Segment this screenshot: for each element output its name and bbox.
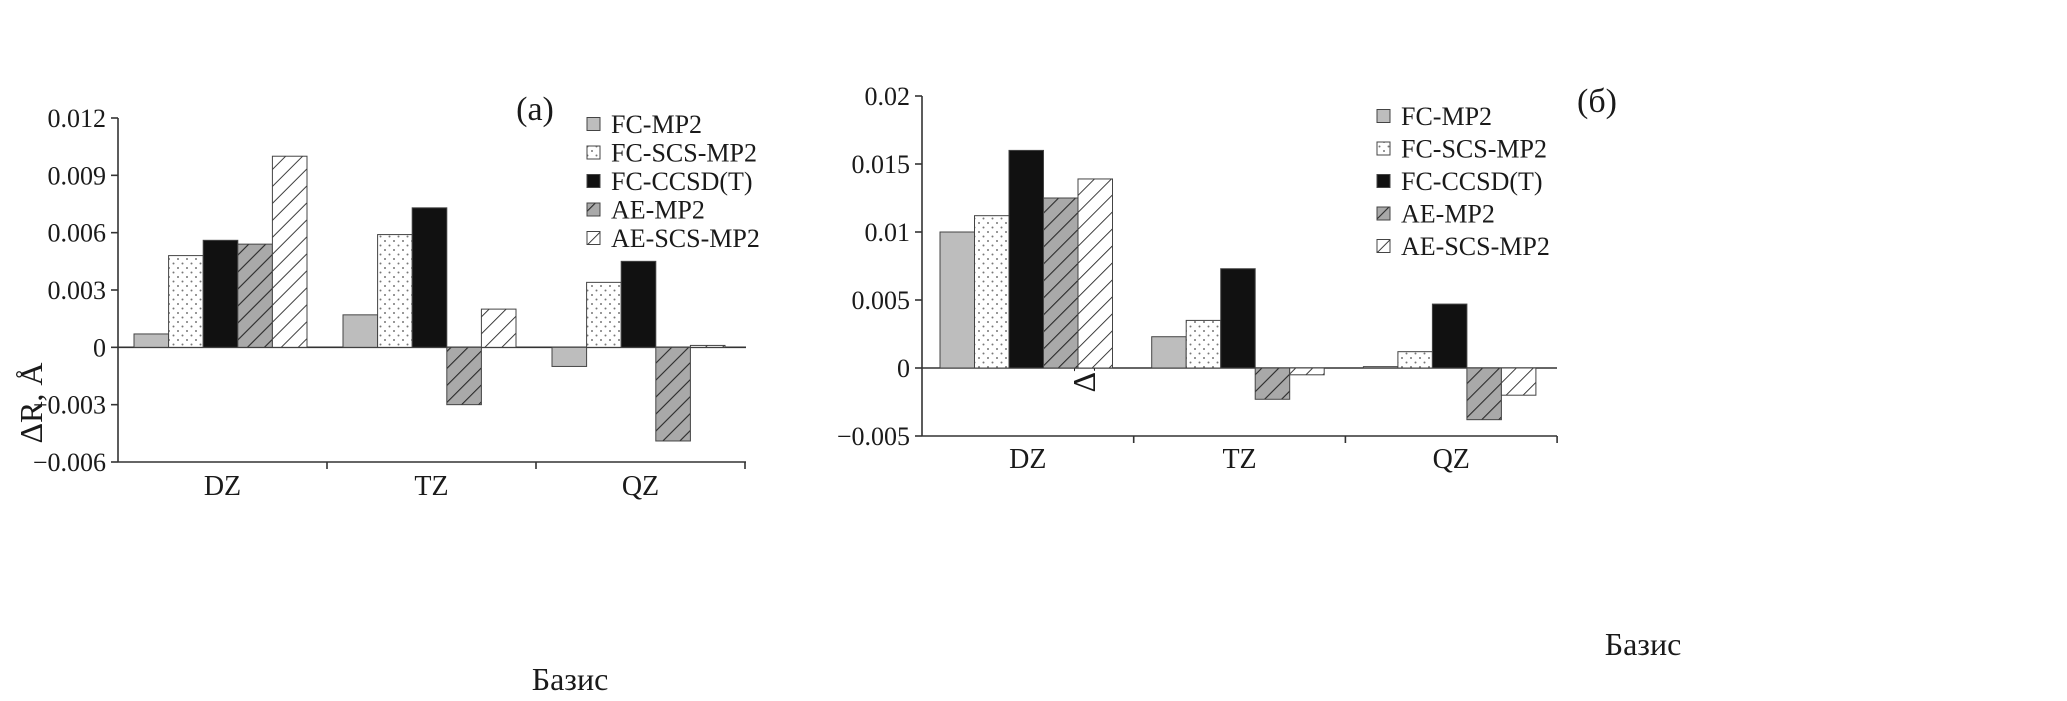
y-tick-label: 0	[93, 333, 106, 362]
bar-fc-mp2-qz	[1362, 366, 1399, 369]
x-tick-label: TZ	[1222, 444, 1256, 475]
chart-title-a: (a)	[516, 91, 554, 128]
legend-label: AE-MP2	[611, 196, 705, 225]
bar-ae-mp2-tz	[446, 346, 482, 406]
bar-fc-scs-mp2-qz	[1397, 351, 1433, 369]
bar-fc-mp2-tz	[342, 314, 379, 348]
legend-swatch	[586, 202, 601, 217]
legend-swatch	[586, 231, 601, 245]
chart-panel-b: (б) ΔR, Å Базис −0.00500.0050.010.0150.0…	[837, 82, 1681, 662]
bar-ae-scs-mp2-dz	[1077, 178, 1113, 369]
legend-swatch	[586, 174, 601, 188]
chart-title-b: (б)	[1577, 83, 1617, 120]
bar-fc-ccsd-t--qz	[1431, 303, 1468, 369]
bar-fc-mp2-tz	[1151, 336, 1187, 369]
y-tick-label: 0.012	[48, 104, 107, 133]
y-axis-label-a: ΔR, Å	[13, 362, 49, 443]
bar-fc-scs-mp2-dz	[168, 255, 204, 348]
legend-label: FC-SCS-MP2	[611, 139, 757, 168]
bar-fc-ccsd-t--tz	[1220, 268, 1256, 369]
y-tick-label: 0	[897, 354, 910, 383]
bar-ae-scs-mp2-tz	[1289, 367, 1325, 376]
bar-ae-scs-mp2-qz	[1500, 367, 1537, 396]
legend-swatch	[586, 117, 601, 131]
legend-swatch	[1376, 174, 1391, 188]
legend-label: AE-SCS-MP2	[1401, 232, 1550, 261]
bar-fc-mp2-qz	[551, 346, 588, 367]
y-tick-label: 0.02	[865, 82, 911, 111]
bar-ae-mp2-dz	[237, 243, 273, 348]
legend-label: FC-CCSD(T)	[611, 167, 753, 196]
legend-label: FC-SCS-MP2	[1401, 135, 1547, 164]
bar-fc-scs-mp2-qz	[586, 281, 622, 348]
legend-swatch	[1376, 109, 1391, 123]
bar-ae-scs-mp2-qz	[689, 344, 726, 348]
y-tick-label: 0.015	[852, 150, 911, 179]
plot-area-a: −0.006 −0.003 0 0.003 0.006 0.009 0.012 DZ TZ QZ	[33, 104, 746, 502]
y-tick-label: 0.006	[48, 219, 107, 248]
bar-fc-mp2-dz	[133, 333, 170, 348]
legend-swatch	[1376, 239, 1391, 253]
legend-swatch	[1376, 141, 1391, 156]
y-tick-label: −0.006	[33, 448, 106, 477]
x-tick-label: QZ	[622, 471, 659, 502]
plot-area-b: −0.005 0 0.005 0.01 0.015 0.02 DZ TZ QZ	[837, 82, 1558, 475]
legend-label: FC-MP2	[1401, 102, 1492, 131]
bar-fc-ccsd-t--qz	[620, 260, 657, 348]
y-tick-label: 0.01	[865, 218, 911, 247]
legend-swatch	[586, 145, 601, 160]
x-tick-label: QZ	[1433, 444, 1470, 475]
legend-label: AE-SCS-MP2	[611, 224, 760, 253]
legend-label: FC-MP2	[611, 110, 702, 139]
bar-ae-scs-mp2-tz	[480, 308, 517, 348]
legend-b: FC-MP2 FC-SCS-MP2 FC-CCSD(T) AE-MP2 AE-SCS-M…	[1376, 102, 1550, 261]
bar-fc-ccsd-t--dz	[1008, 149, 1044, 369]
x-tick-label: TZ	[414, 471, 448, 502]
x-tick-label: DZ	[204, 471, 241, 502]
bar-ae-mp2-dz	[1043, 197, 1079, 369]
bar-ae-mp2-tz	[1254, 367, 1291, 400]
bar-fc-ccsd-t--tz	[411, 207, 448, 348]
bar-fc-scs-mp2-tz	[377, 234, 413, 348]
chart-panel-a: (a) ΔR, Å Базис −0.006 −0.003 0 0.003 0.006 0…	[13, 91, 760, 697]
bar-fc-ccsd-t--dz	[202, 239, 239, 348]
x-tick-label: DZ	[1009, 444, 1046, 475]
legend-swatch	[1376, 206, 1391, 221]
legend-a: FC-MP2FC-SCS-MP2FC-CCSD(T)AE-MP2AE-SCS-M…	[586, 110, 760, 253]
bar-fc-scs-mp2-dz	[974, 215, 1010, 369]
legend-label: FC-CCSD(T)	[1401, 167, 1543, 196]
bar-ae-mp2-qz	[1466, 367, 1502, 421]
x-axis-label-a: Базис	[532, 661, 609, 697]
y-tick-label: −0.003	[33, 391, 106, 420]
y-tick-label: 0.005	[852, 286, 911, 315]
bar-ae-scs-mp2-dz	[271, 155, 308, 348]
y-tick-label: 0.003	[48, 276, 107, 305]
y-tick-label: 0.009	[48, 161, 107, 190]
bar-fc-scs-mp2-tz	[1185, 319, 1222, 369]
bar-fc-mp2-dz	[939, 231, 975, 369]
x-axis-label-b: Базис	[1605, 626, 1682, 662]
bar-ae-mp2-qz	[655, 346, 691, 442]
y-tick-label: −0.005	[837, 422, 910, 451]
legend-label: AE-MP2	[1401, 200, 1495, 229]
